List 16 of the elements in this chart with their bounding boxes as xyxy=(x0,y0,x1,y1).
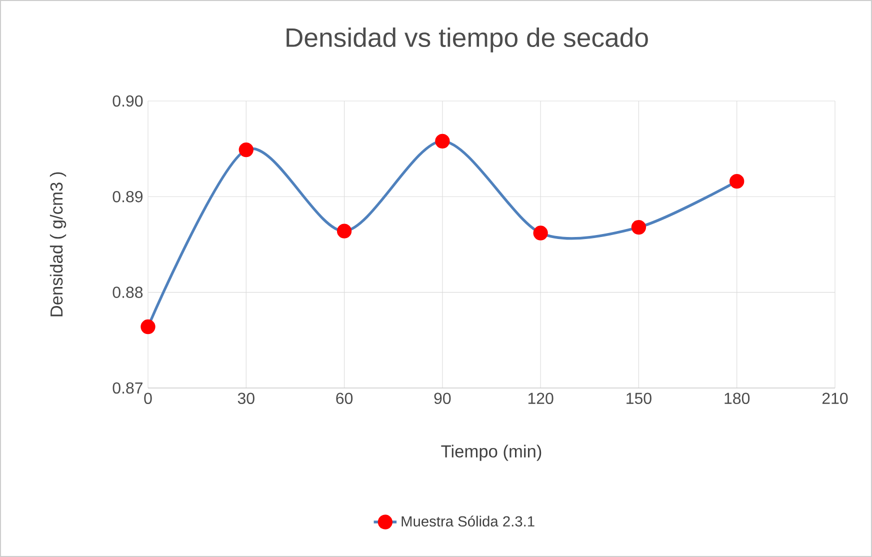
x-axis-title: Tiempo (min) xyxy=(441,444,542,461)
x-tick-label: 0 xyxy=(144,392,152,404)
x-tick-label: 90 xyxy=(434,392,451,404)
y-tick-label: 0.88 xyxy=(112,286,143,298)
y-tick-label: 0.89 xyxy=(112,191,143,202)
chart-title: Densidad vs tiempo de secado xyxy=(286,27,648,52)
x-tick-label: 180 xyxy=(724,392,750,404)
y-axis-title: Densidad ( g/cm3 ) xyxy=(50,172,66,316)
y-tick-label: 0.90 xyxy=(112,95,143,107)
x-tick-label: 60 xyxy=(336,392,353,404)
x-tick-label: 120 xyxy=(528,392,554,404)
x-tick-label: 150 xyxy=(626,392,652,404)
legend-label: Muestra Sólida 2.3.1 xyxy=(402,516,534,527)
x-tick-label: 30 xyxy=(238,392,254,404)
x-tick-label: 210 xyxy=(822,392,848,404)
y-tick-label: 0.87 xyxy=(112,382,142,394)
